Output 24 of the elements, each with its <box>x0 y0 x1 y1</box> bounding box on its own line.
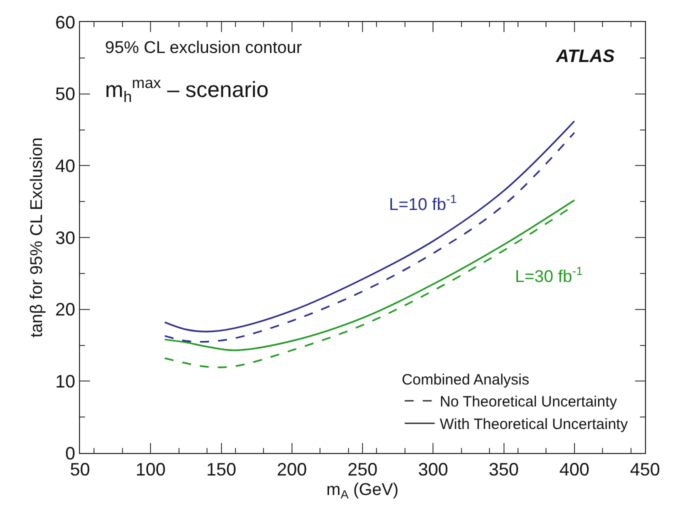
series-label: L=10 fb$^{-1}$ <box>389 192 458 214</box>
x-tick-label: 250 <box>347 460 378 480</box>
y-tick-label: 60 <box>55 12 76 32</box>
y-tick-label: 40 <box>55 156 76 176</box>
x-tick-label: 150 <box>206 460 236 480</box>
x-tick-label: 300 <box>418 460 448 480</box>
y-tick-label: 50 <box>55 84 76 104</box>
annotation: 95% CL exclusion contour <box>105 38 302 57</box>
legend-title: Combined Analysis <box>402 372 530 389</box>
y-tick-label: 20 <box>55 300 76 320</box>
x-tick-label: 100 <box>136 460 166 480</box>
series-label: L=30 fb$^{-1}$ <box>515 264 584 286</box>
annotation: m$_{h}$$^{max}$ – scenario <box>105 75 269 106</box>
annotation: With Theoretical Uncertainty <box>440 416 628 434</box>
x-tick-label: 350 <box>488 460 519 480</box>
x-tick-label: 450 <box>630 460 660 480</box>
x-axis-title: m$_{A}$ (GeV) <box>326 480 399 502</box>
annotation: No Theoretical Uncertainty <box>440 394 618 411</box>
y-axis-title: tanβ for 95% CL Exclusion <box>26 137 46 338</box>
y-tick-label: 30 <box>55 228 76 248</box>
y-tick-label: 10 <box>55 371 76 392</box>
x-tick-label: 400 <box>559 460 590 480</box>
annotation: ATLAS <box>555 46 615 66</box>
x-tick-label: 200 <box>276 460 307 480</box>
